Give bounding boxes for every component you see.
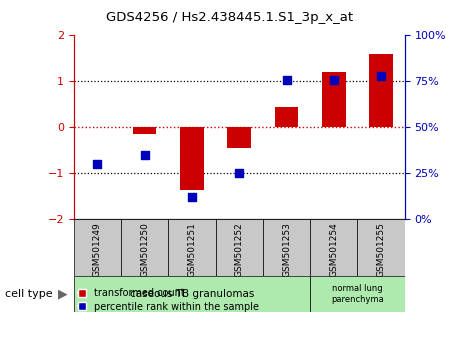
Point — [93, 161, 101, 167]
Point — [282, 77, 290, 82]
Text: normal lung
parenchyma: normal lung parenchyma — [330, 284, 383, 303]
Text: cell type: cell type — [5, 289, 52, 299]
Text: GSM501252: GSM501252 — [234, 222, 243, 277]
Point — [188, 195, 195, 200]
Point — [235, 171, 242, 176]
Bar — [215, 219, 262, 276]
Point — [330, 77, 337, 82]
Bar — [179, 127, 203, 190]
Text: caseous TB granulomas: caseous TB granulomas — [129, 289, 253, 299]
Bar — [262, 219, 309, 276]
Bar — [357, 219, 404, 276]
Text: GSM501251: GSM501251 — [187, 222, 196, 277]
Text: GDS4256 / Hs2.438445.1.S1_3p_x_at: GDS4256 / Hs2.438445.1.S1_3p_x_at — [106, 11, 353, 24]
Point — [377, 73, 384, 79]
Bar — [73, 276, 309, 312]
Text: GSM501255: GSM501255 — [376, 222, 385, 277]
Bar — [309, 219, 357, 276]
Bar — [321, 72, 345, 127]
Bar — [309, 276, 404, 312]
Bar — [168, 219, 215, 276]
Legend: transformed count, percentile rank within the sample: transformed count, percentile rank withi… — [78, 288, 258, 312]
Point — [140, 152, 148, 158]
Bar — [121, 219, 168, 276]
Text: GSM501254: GSM501254 — [329, 222, 337, 277]
Bar — [369, 54, 392, 127]
Text: GSM501249: GSM501249 — [93, 222, 101, 277]
Text: ▶: ▶ — [57, 287, 67, 300]
Text: GSM501250: GSM501250 — [140, 222, 149, 277]
Bar — [227, 127, 251, 148]
Bar — [73, 219, 121, 276]
Text: GSM501253: GSM501253 — [281, 222, 291, 277]
Bar — [133, 127, 156, 134]
Bar — [274, 107, 298, 127]
